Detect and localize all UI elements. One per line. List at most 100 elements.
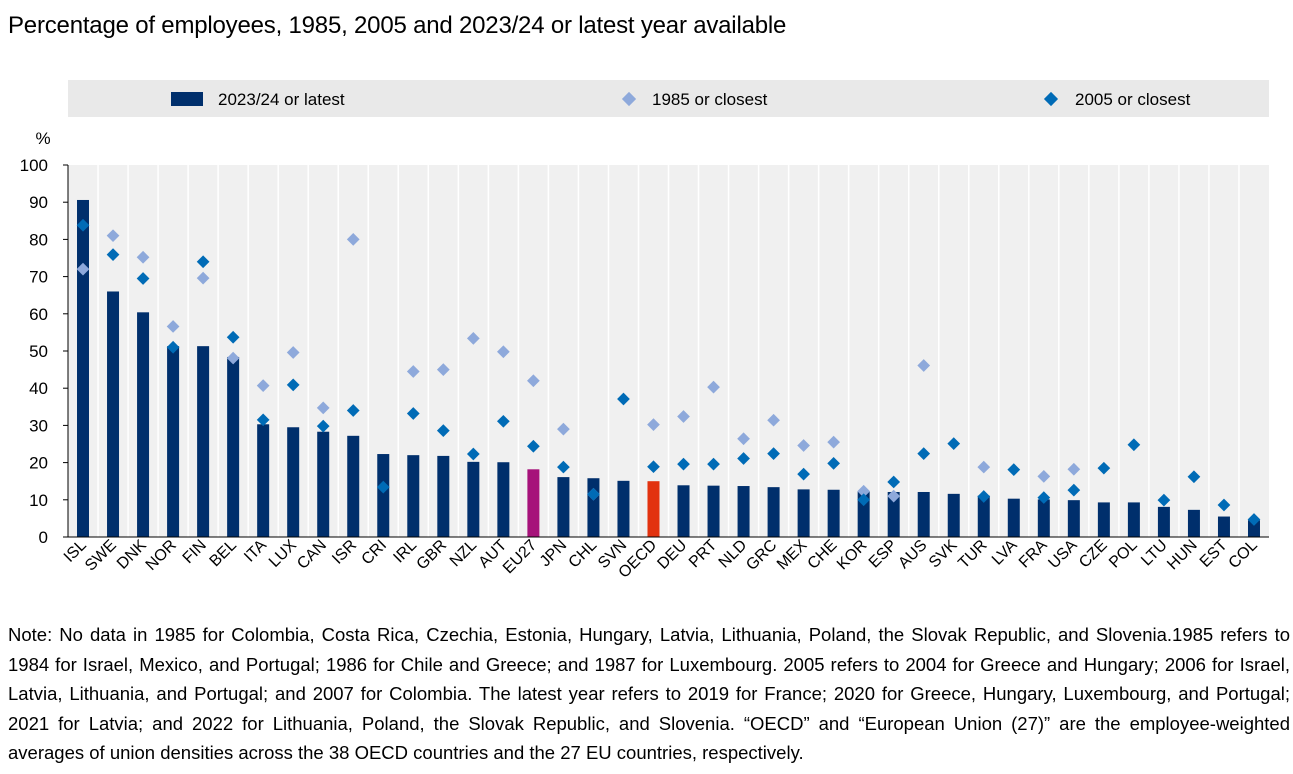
bar-isr: [347, 435, 360, 537]
bar-cri: [377, 454, 390, 537]
bar-isl: [77, 199, 90, 537]
x-tick-label: ESP: [866, 537, 901, 572]
marker-2005-can: [316, 419, 330, 433]
marker-2005-bel: [226, 330, 240, 344]
x-tick-label: CAN: [294, 537, 330, 573]
marker-1985-ita: [256, 379, 270, 392]
marker-1985-gbr: [436, 363, 450, 376]
bar-grc: [767, 487, 780, 537]
marker-2005-cri: [376, 480, 390, 494]
bar-svk: [947, 493, 960, 537]
x-tick-label: DEU: [654, 537, 690, 573]
x-tick-label: TUR: [955, 537, 990, 572]
x-tick-label: USA: [1045, 537, 1081, 573]
y-tick-label: 60: [29, 305, 48, 324]
bar-oecd: [647, 481, 660, 537]
bar-bel: [227, 356, 240, 537]
x-tick-label: AUS: [895, 537, 930, 572]
bar-lva: [1007, 498, 1020, 537]
x-tick-label: GRC: [743, 537, 780, 574]
marker-2005-lux: [286, 378, 300, 392]
x-tick-label: FIN: [180, 537, 210, 567]
x-tick-label: SVK: [926, 537, 961, 572]
x-tick-label: LUX: [266, 537, 300, 571]
bar-lux: [287, 427, 300, 537]
bar-jpn: [557, 477, 570, 537]
x-tick-label: HUN: [1164, 537, 1201, 574]
marker-1985-fin: [196, 271, 210, 285]
bar-irl: [407, 455, 420, 537]
chart: 2023/24 or latest 1985 or closest 2005 o…: [20, 80, 1269, 582]
x-tick-label: LTU: [1138, 537, 1171, 570]
marker-2005-isl: [76, 218, 90, 232]
y-tick-label: 30: [29, 416, 48, 435]
bar-can: [317, 431, 330, 537]
gridlines: [97, 165, 1240, 537]
bar-fra: [1037, 499, 1050, 537]
x-tick-label: EU27: [500, 537, 540, 577]
bar-est: [1217, 516, 1230, 537]
bar-che: [827, 489, 840, 537]
x-tick-label: BEL: [207, 537, 240, 570]
x-tick-label: PRT: [686, 537, 721, 572]
bar-cze: [1097, 502, 1110, 537]
legend-diamond-2005: [1043, 91, 1059, 107]
x-tick-label: ISR: [329, 537, 360, 568]
y-axis-unit: %: [35, 129, 50, 148]
x-tick-label: LVA: [989, 537, 1021, 569]
marker-1985-bel: [226, 351, 240, 365]
marker-1985-isl: [76, 262, 90, 276]
x-tick-label: KOR: [834, 537, 871, 574]
legend-label-1985: 1985 or closest: [652, 90, 768, 109]
x-tick-label: DNK: [114, 537, 150, 573]
x-tick-label: POL: [1106, 537, 1141, 572]
legend-box: [68, 80, 1269, 117]
bar-pol: [1127, 502, 1140, 537]
bars: [77, 199, 1260, 537]
legend-label-latest: 2023/24 or latest: [218, 90, 345, 109]
legend-label-2005: 2005 or closest: [1075, 90, 1191, 109]
bar-ita: [257, 424, 270, 537]
bar-svn: [617, 480, 630, 537]
bar-nld: [737, 486, 750, 537]
x-tick-label: NLD: [716, 537, 751, 572]
legend-diamond-1985: [621, 91, 637, 107]
marker-1985-dnk: [136, 250, 150, 264]
bar-deu: [677, 485, 690, 537]
chart-note: Note: No data in 1985 for Colombia, Cost…: [8, 624, 1290, 763]
marker-2005-nzl: [466, 447, 480, 461]
y-tick-label: 20: [29, 454, 48, 473]
x-tick-label: EST: [1197, 537, 1231, 571]
chart-title: Percentage of employees, 1985, 2005 and …: [8, 12, 787, 39]
marker-1985-aut: [496, 345, 510, 359]
marker-1985-swe: [106, 229, 120, 243]
x-tick-label: COL: [1226, 537, 1261, 572]
x-tick-label: CHL: [566, 537, 601, 572]
bar-prt: [707, 485, 720, 537]
y-tick-label: 0: [39, 528, 48, 547]
x-tick-label: NZL: [447, 537, 480, 570]
x-tick-label: NOR: [143, 537, 180, 574]
marker-1985-can: [316, 401, 330, 415]
bar-aus: [917, 491, 930, 537]
marker-2005-isr: [346, 404, 360, 417]
marker-2005-gbr: [436, 424, 450, 437]
marker-1985-lux: [286, 346, 300, 359]
x-tick-label: FRA: [1016, 537, 1051, 572]
x-tick-label: CRI: [359, 537, 391, 569]
y-tick-label: 80: [29, 230, 48, 249]
marker-1985-isr: [346, 233, 360, 246]
x-tick-label: CZE: [1076, 537, 1111, 572]
x-tick-label: ITA: [241, 537, 270, 566]
bar-nzl: [467, 461, 480, 537]
legend-swatch-latest: [171, 92, 203, 106]
bar-eu27: [527, 469, 540, 537]
y-tick-label: 40: [29, 379, 48, 398]
bar-esp: [887, 491, 900, 537]
marker-1985-nzl: [466, 331, 480, 345]
marker-2005-dnk: [136, 272, 150, 285]
marker-2005-aut: [496, 414, 510, 428]
bar-col: [1247, 520, 1260, 537]
x-tick-label: MEX: [774, 537, 811, 574]
